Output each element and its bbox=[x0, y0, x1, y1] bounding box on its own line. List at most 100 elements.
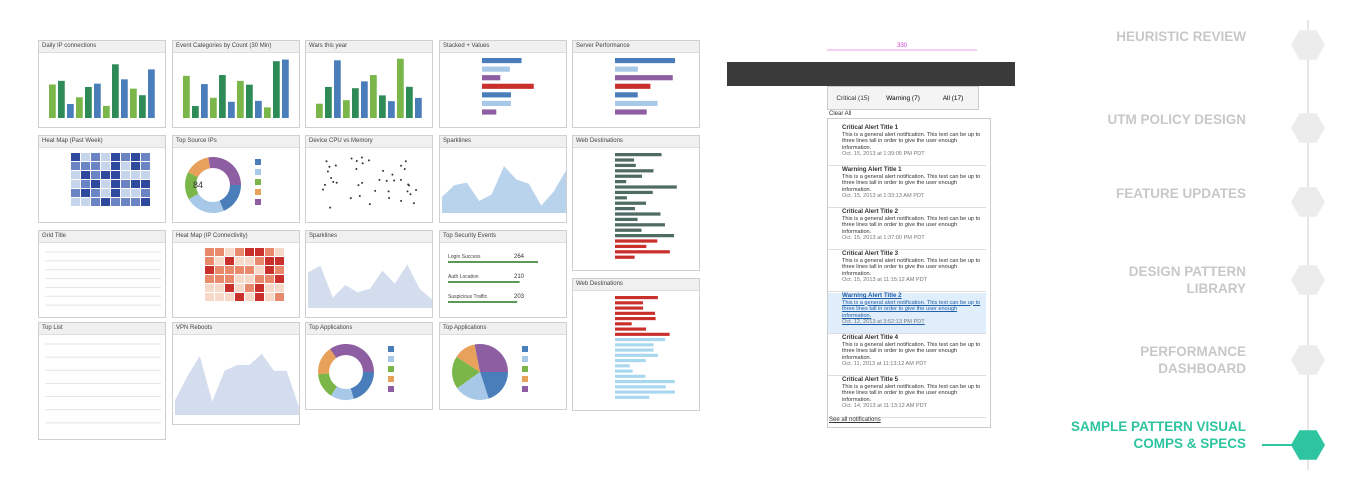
decoration bbox=[94, 83, 101, 118]
decoration bbox=[361, 81, 368, 118]
nav-label[interactable]: PERFORMANCE DASHBOARD bbox=[1140, 344, 1246, 376]
notification[interactable]: Critical Alert Title 5 This is a general … bbox=[828, 376, 986, 418]
decoration bbox=[378, 178, 381, 181]
decoration bbox=[264, 107, 271, 118]
decoration bbox=[615, 239, 658, 243]
decoration bbox=[399, 178, 402, 181]
notification[interactable]: Warning Alert Title 2 This is a general a… bbox=[828, 292, 986, 334]
decoration bbox=[615, 158, 635, 162]
widget-graphic bbox=[442, 166, 566, 213]
decoration bbox=[615, 190, 653, 195]
see-all[interactable]: See all notifications bbox=[829, 417, 881, 423]
nav-label[interactable]: HEURISTIC REVIEW bbox=[1116, 29, 1246, 44]
decoration bbox=[615, 180, 627, 184]
notification[interactable]: Warning Alert Title 1 This is a general a… bbox=[828, 166, 986, 208]
decoration bbox=[275, 257, 284, 265]
widget-title: Device CPU vs Memory bbox=[306, 136, 432, 148]
widget-title: Top Applications bbox=[440, 323, 566, 335]
decoration bbox=[175, 353, 299, 415]
decoration bbox=[615, 327, 647, 331]
nav-label[interactable]: UTM POLICY DESIGN bbox=[1107, 112, 1246, 127]
decoration bbox=[615, 296, 658, 300]
decoration bbox=[329, 206, 332, 209]
decoration bbox=[255, 159, 261, 165]
decoration bbox=[322, 188, 325, 191]
clear-all[interactable]: Clear All bbox=[829, 111, 852, 117]
nav-rail bbox=[1262, 20, 1325, 470]
decoration bbox=[374, 189, 377, 192]
decoration bbox=[334, 164, 337, 167]
decoration bbox=[615, 322, 632, 326]
notification[interactable]: Critical Alert Title 1 This is a general … bbox=[828, 124, 986, 166]
decoration bbox=[349, 197, 352, 200]
widget-title: Sparklines bbox=[306, 231, 432, 243]
widget-title: Sparklines bbox=[440, 136, 566, 148]
notification-date: Oct. 15, 2013 at 11:15:12 AM PDT bbox=[842, 277, 928, 284]
decoration bbox=[457, 372, 489, 400]
widget: Heat Map (IP Connectivity) bbox=[172, 230, 300, 318]
decoration bbox=[385, 179, 388, 182]
decoration bbox=[367, 159, 370, 162]
decoration bbox=[121, 153, 130, 161]
decoration bbox=[91, 153, 100, 161]
decoration bbox=[121, 162, 130, 170]
decoration bbox=[615, 369, 633, 373]
decoration bbox=[111, 153, 120, 161]
decoration bbox=[67, 103, 74, 118]
decoration bbox=[112, 64, 119, 118]
notification[interactable]: Critical Alert Title 3 This is a general … bbox=[828, 250, 986, 292]
decoration bbox=[370, 75, 377, 118]
decoration bbox=[205, 293, 214, 301]
decoration bbox=[255, 169, 261, 175]
notification-title: Warning Alert Title 1 bbox=[842, 166, 902, 173]
decoration bbox=[49, 84, 56, 118]
nav-label[interactable]: DESIGN PATTERN LIBRARY bbox=[1128, 264, 1246, 296]
decoration bbox=[255, 257, 264, 265]
notification[interactable]: Critical Alert Title 2 This is a general … bbox=[828, 208, 986, 250]
nav-hex bbox=[1291, 430, 1325, 460]
decoration bbox=[456, 344, 480, 372]
widget-title: Event Categories by Count (30 Min) bbox=[173, 41, 299, 53]
decoration bbox=[352, 88, 359, 118]
widget-graphic bbox=[183, 59, 289, 118]
decoration bbox=[81, 198, 90, 206]
decoration bbox=[404, 160, 407, 163]
tab[interactable]: Warning (7) bbox=[886, 95, 920, 102]
nav-hex bbox=[1291, 265, 1325, 295]
decoration bbox=[265, 293, 274, 301]
decoration bbox=[332, 180, 335, 183]
tab[interactable]: All (17) bbox=[942, 95, 964, 102]
decoration bbox=[355, 167, 358, 170]
tab[interactable]: Critical (15) bbox=[836, 95, 870, 102]
widget-graphic: 84 bbox=[185, 157, 261, 213]
decoration bbox=[615, 109, 647, 115]
decoration: Auth Location bbox=[448, 274, 479, 280]
decoration bbox=[275, 275, 284, 283]
decoration bbox=[265, 266, 274, 274]
decoration bbox=[192, 106, 199, 118]
decoration bbox=[71, 171, 80, 179]
notification[interactable]: Critical Alert Title 4 This is a general … bbox=[828, 334, 986, 376]
decoration bbox=[235, 266, 244, 274]
decoration bbox=[245, 266, 254, 274]
widget: Web Destinations bbox=[572, 278, 700, 411]
decoration bbox=[482, 92, 511, 98]
nav-label[interactable]: FEATURE UPDATES bbox=[1115, 186, 1246, 201]
decoration bbox=[615, 301, 644, 305]
decoration bbox=[205, 275, 214, 283]
decoration bbox=[330, 176, 333, 179]
decoration: 210 bbox=[514, 274, 525, 280]
decoration bbox=[360, 156, 363, 159]
widget-graphic bbox=[615, 153, 677, 259]
decoration bbox=[235, 284, 244, 292]
notification-title: Critical Alert Title 3 bbox=[842, 250, 899, 257]
widget-title: Heat Map (IP Connectivity) bbox=[173, 231, 299, 243]
decoration bbox=[141, 162, 150, 170]
widget-graphic bbox=[316, 58, 422, 118]
decoration bbox=[388, 346, 394, 352]
decoration bbox=[139, 95, 146, 118]
decoration bbox=[215, 266, 224, 274]
nav-label[interactable]: SAMPLE PATTERN VISUAL COMPS & SPECS bbox=[1070, 419, 1246, 451]
decoration bbox=[275, 248, 284, 256]
decoration bbox=[201, 84, 208, 118]
